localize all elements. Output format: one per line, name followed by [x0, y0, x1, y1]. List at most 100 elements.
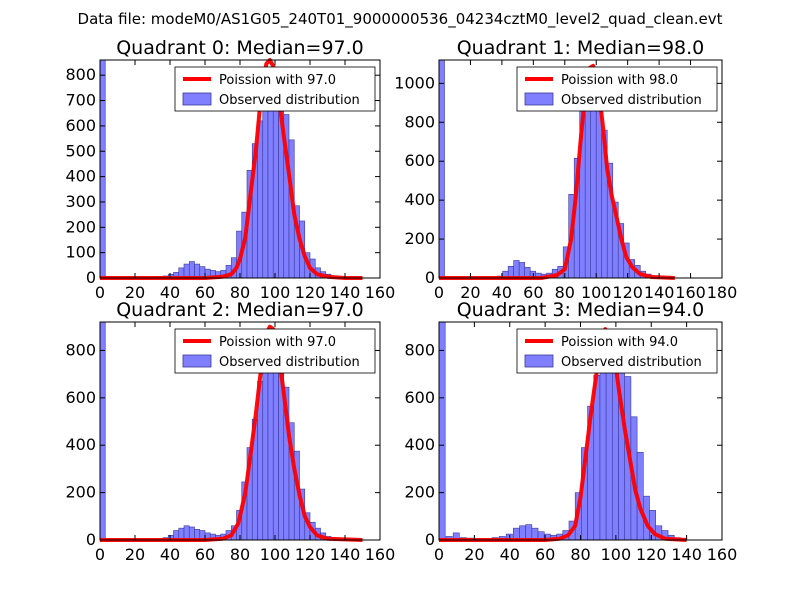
- y-tick-label: 400: [404, 190, 435, 209]
- histogram-bar: [272, 85, 279, 279]
- y-tick-label: 200: [404, 483, 435, 502]
- y-tick-label: 200: [65, 483, 96, 502]
- x-tick-label: 60: [523, 283, 543, 302]
- x-tick-label: 100: [260, 283, 291, 302]
- x-tick-label: 40: [160, 283, 180, 302]
- x-tick-label: 20: [125, 545, 145, 564]
- y-tick-label: 200: [65, 217, 96, 236]
- legend-label: Observed distribution: [219, 355, 360, 370]
- legend-patch-swatch: [182, 354, 212, 368]
- x-tick-label: 120: [295, 283, 326, 302]
- x-tick-label: 60: [535, 545, 555, 564]
- subplot-title: Quadrant 3: Median=94.0: [457, 299, 705, 321]
- x-tick-label: 80: [230, 283, 250, 302]
- x-tick-label: 40: [160, 545, 180, 564]
- subplot-quadrant-2: 0 20 40 60 80 100 120 140 160 0 200 400 600 800 Quadra…: [65, 299, 395, 564]
- subplot-quadrant-1: 0 20 40 60 80 100 120 140 160 180 0 200 400 600 800 100…: [394, 37, 737, 302]
- x-tick-label: 100: [601, 545, 632, 564]
- x-tick-label: 40: [492, 283, 512, 302]
- x-tick-label: 160: [707, 545, 738, 564]
- legend: Poission with 97.0 Observed distribution: [174, 66, 376, 112]
- histogram-bar: [438, 59, 445, 279]
- x-tick-label: 80: [570, 545, 590, 564]
- legend-label: Poission with 97.0: [219, 73, 336, 88]
- legend: Poission with 94.0 Observed distribution: [516, 328, 718, 374]
- histogram-bar: [272, 350, 279, 541]
- figure-suptitle: Data file: modeM0/AS1G05_240T01_90000005…: [78, 10, 723, 29]
- x-tick-label: 20: [464, 545, 484, 564]
- histogram-bar: [99, 59, 106, 279]
- y-tick-label: 0: [86, 530, 96, 549]
- y-tick-label: 800: [65, 65, 96, 84]
- x-tick-label: 0: [95, 283, 105, 302]
- y-tick-label: 800: [404, 340, 435, 359]
- x-tick-label: 120: [295, 545, 326, 564]
- axes-frame: [438, 59, 723, 279]
- histogram-bar: [183, 263, 190, 279]
- x-tick-label: 140: [671, 545, 702, 564]
- poisson-curve: [100, 324, 363, 542]
- x-tick-label: 20: [125, 283, 145, 302]
- y-tick-label: 600: [404, 151, 435, 170]
- legend-patch-swatch: [182, 92, 212, 106]
- x-tick-label: 60: [195, 545, 215, 564]
- x-tick-label: 160: [365, 283, 396, 302]
- x-tick-label: 0: [434, 545, 444, 564]
- y-tick-label: 400: [65, 435, 96, 454]
- x-tick-label: 140: [644, 283, 675, 302]
- histogram-bar: [99, 321, 106, 541]
- legend-label: Observed distribution: [219, 93, 360, 108]
- y-tick-label: 0: [425, 530, 435, 549]
- histogram-bar: [188, 261, 195, 279]
- y-tick-label: 400: [404, 435, 435, 454]
- x-tick-label: 100: [260, 545, 291, 564]
- y-tick-label: 0: [86, 268, 96, 287]
- x-tick-label: 0: [95, 545, 105, 564]
- legend: Poission with 98.0 Observed distribution: [516, 66, 718, 112]
- histogram-bar: [438, 321, 446, 541]
- poisson-curve: [100, 58, 363, 280]
- legend-label: Poission with 94.0: [561, 335, 678, 350]
- histogram-bar: [194, 263, 201, 279]
- histogram-bar: [605, 361, 613, 541]
- x-tick-label: 40: [500, 545, 520, 564]
- legend-label: Observed distribution: [561, 355, 702, 370]
- y-tick-label: 300: [65, 192, 96, 211]
- y-tick-label: 800: [404, 112, 435, 131]
- subplot-title: Quadrant 1: Median=98.0: [457, 37, 705, 59]
- x-tick-label: 80: [230, 545, 250, 564]
- legend-label: Observed distribution: [561, 93, 702, 108]
- y-tick-label: 0: [425, 268, 435, 287]
- x-tick-label: 0: [434, 283, 444, 302]
- legend-label: Poission with 97.0: [219, 335, 336, 350]
- y-tick-label: 100: [65, 243, 96, 262]
- histogram-bar: [267, 348, 274, 541]
- y-tick-label: 200: [404, 229, 435, 248]
- legend-patch-swatch: [524, 354, 554, 368]
- histogram-bar: [262, 92, 269, 279]
- y-tick-label: 600: [65, 116, 96, 135]
- legend-label: Poission with 98.0: [561, 73, 678, 88]
- legend: Poission with 97.0 Observed distribution: [174, 328, 376, 374]
- x-tick-label: 180: [707, 283, 738, 302]
- histogram-bar: [525, 524, 533, 541]
- y-tick-label: 1000: [394, 73, 435, 92]
- y-tick-label: 700: [65, 91, 96, 110]
- y-tick-label: 500: [65, 141, 96, 160]
- y-tick-label: 600: [404, 388, 435, 407]
- histogram-bar: [518, 262, 525, 279]
- subplot-title: Quadrant 2: Median=97.0: [116, 299, 364, 321]
- x-tick-label: 140: [330, 545, 361, 564]
- subplot-quadrant-3: 0 20 40 60 80 100 120 140 160 0 200 400 600 800 Quadra…: [404, 299, 737, 564]
- x-tick-label: 100: [581, 283, 612, 302]
- histogram-bar: [513, 260, 520, 279]
- y-tick-label: 600: [65, 388, 96, 407]
- histogram-bar: [183, 525, 190, 541]
- x-tick-label: 120: [636, 545, 667, 564]
- x-tick-label: 160: [675, 283, 706, 302]
- histogram-bar: [599, 353, 607, 541]
- x-tick-label: 60: [195, 283, 215, 302]
- legend-patch-swatch: [524, 92, 554, 106]
- x-tick-label: 80: [555, 283, 575, 302]
